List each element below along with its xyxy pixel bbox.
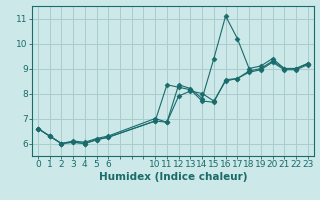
X-axis label: Humidex (Indice chaleur): Humidex (Indice chaleur) [99, 172, 247, 182]
